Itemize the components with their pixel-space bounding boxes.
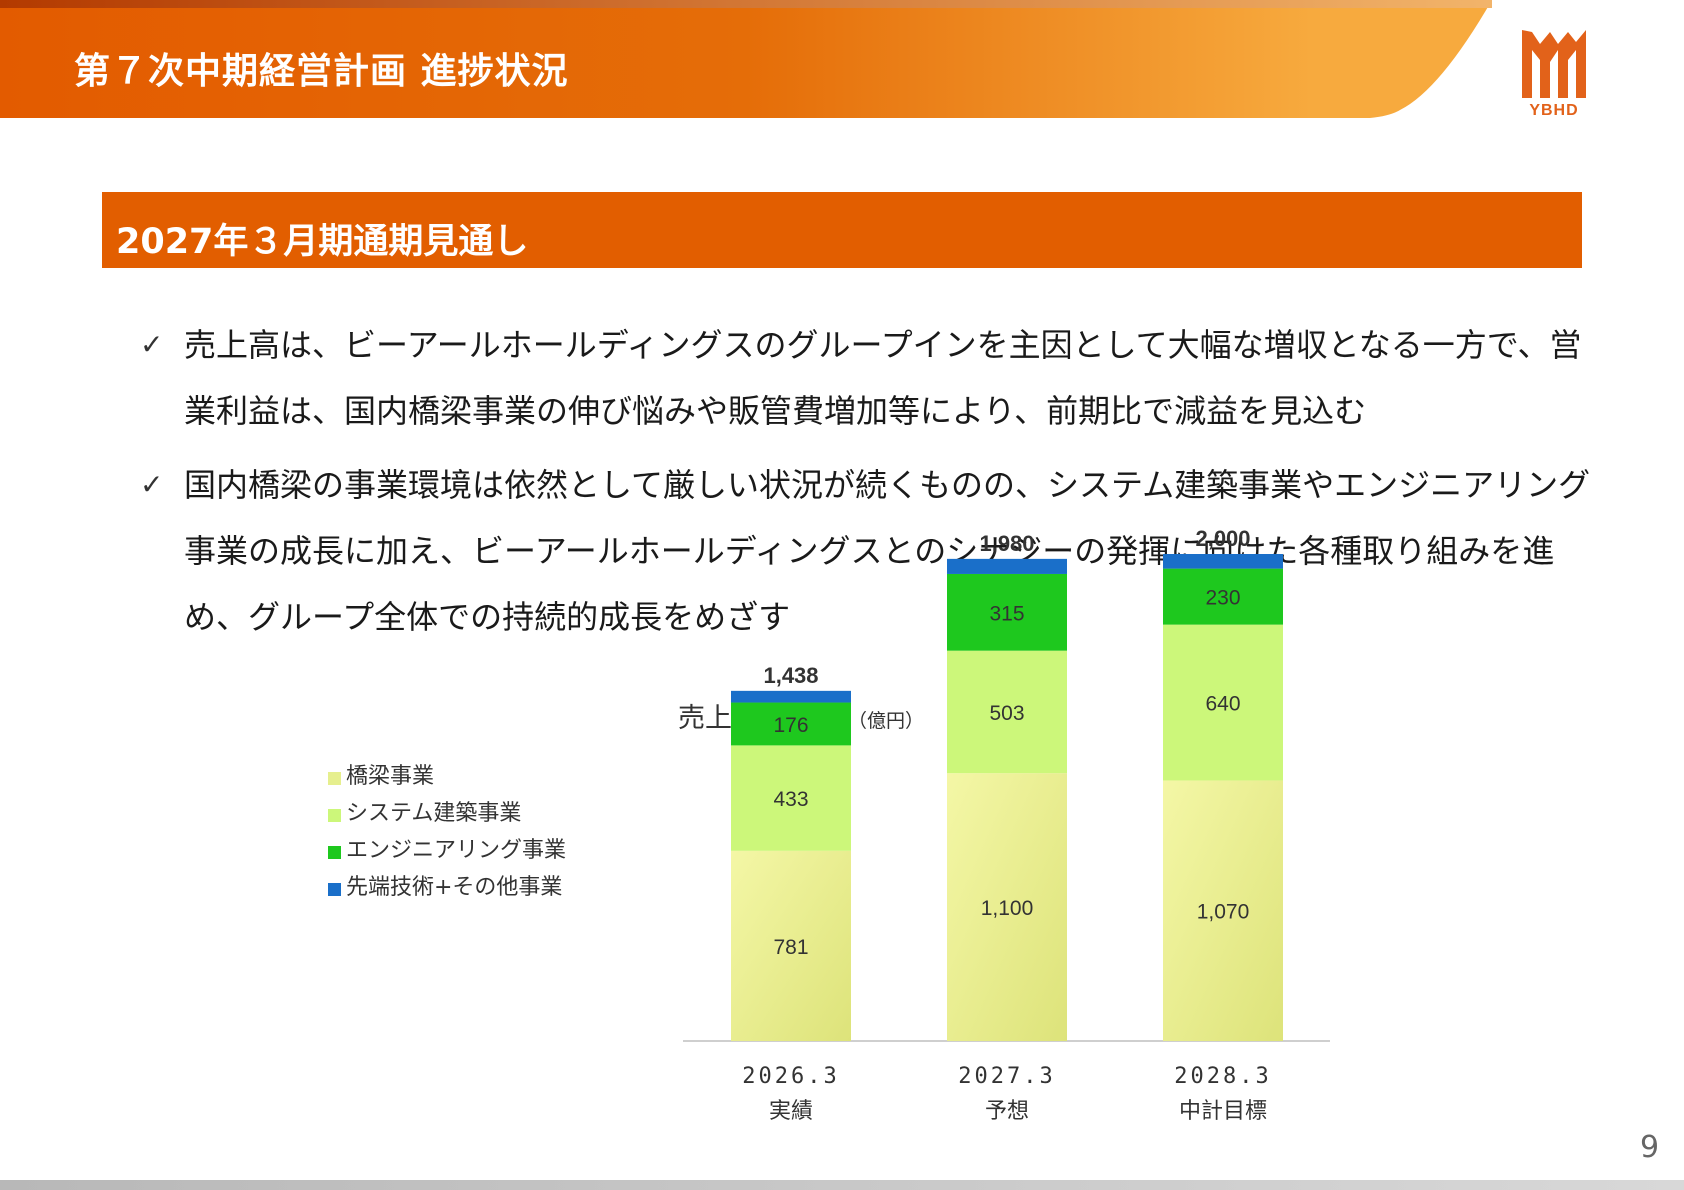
legend-swatch	[328, 846, 341, 859]
data-label: 433	[773, 788, 808, 811]
chart-legend: 橋梁事業 システム建築事業 エンジニアリング事業 先端技術+その他事業	[328, 762, 566, 910]
check-icon: ✓	[140, 468, 164, 501]
legend-swatch	[328, 772, 341, 785]
legend-item: 先端技術+その他事業	[328, 873, 566, 910]
legend-item: 橋梁事業	[328, 762, 566, 799]
bullet-text: 売上高は、ビーアールホールディングスのグループインを主因として大幅な増収となる一…	[184, 326, 1582, 430]
x-tick-sublabel: 実績	[769, 1099, 813, 1124]
footer-rule	[0, 1180, 1684, 1190]
bullet-item: ✓ 売上高は、ビーアールホールディングスのグループインを主因として大幅な増収とな…	[140, 312, 1600, 444]
legend-item: エンジニアリング事業	[328, 836, 566, 873]
legend-swatch	[328, 809, 341, 822]
logo-text: YBHD	[1529, 102, 1579, 119]
data-label: 1,070	[1197, 901, 1250, 924]
x-tick-sublabel: 予想	[985, 1099, 1029, 1124]
x-tick-label: 2027.3	[958, 1064, 1055, 1089]
chart-unit: （億円）	[848, 710, 925, 732]
bullet-item: ✓ 国内橋梁の事業環境は依然として厳しい状況が続くものの、システム建築事業やエン…	[140, 452, 1600, 650]
data-label: 781	[773, 936, 808, 959]
data-label: 1,100	[981, 897, 1034, 920]
section-heading-bar	[102, 192, 1582, 268]
legend-swatch	[328, 883, 341, 896]
check-icon: ✓	[140, 328, 164, 361]
x-tick-sublabel: 中計目標	[1179, 1099, 1267, 1124]
bar-segment	[731, 745, 851, 851]
bullet-list: ✓ 売上高は、ビーアールホールディングスのグループインを主因として大幅な増収とな…	[140, 312, 1600, 658]
bullet-text: 国内橋梁の事業環境は依然として厳しい状況が続くものの、システム建築事業やエンジニ…	[184, 466, 1591, 636]
bar-segment	[947, 773, 1067, 1041]
bar-segment	[731, 850, 851, 1041]
bar-segment	[1163, 780, 1283, 1041]
header-banner	[0, 0, 1492, 118]
page-title: 第７次中期経営計画 進捗状況	[74, 51, 569, 92]
x-tick-label: 2028.3	[1174, 1064, 1271, 1089]
legend-label: システム建築事業	[346, 801, 522, 826]
chart-title: 売上高の比較 （億円）	[678, 696, 924, 735]
data-label: 640	[1205, 693, 1240, 716]
ybhd-logo-icon	[1522, 30, 1586, 98]
legend-label: 橋梁事業	[346, 764, 435, 789]
bar-segment	[947, 650, 1067, 774]
chart-title-text: 売上高の比較	[678, 703, 840, 734]
data-label: 503	[989, 702, 1024, 725]
section-title: 2027年３月期通期見通し	[116, 222, 529, 262]
legend-label: エンジニアリング事業	[346, 838, 567, 863]
x-tick-label: 2026.3	[742, 1064, 839, 1089]
legend-label: 先端技術+その他事業	[346, 875, 563, 900]
legend-item: システム建築事業	[328, 799, 566, 836]
page-number: 9	[1640, 1130, 1660, 1165]
total-label: 1,438	[763, 663, 818, 688]
